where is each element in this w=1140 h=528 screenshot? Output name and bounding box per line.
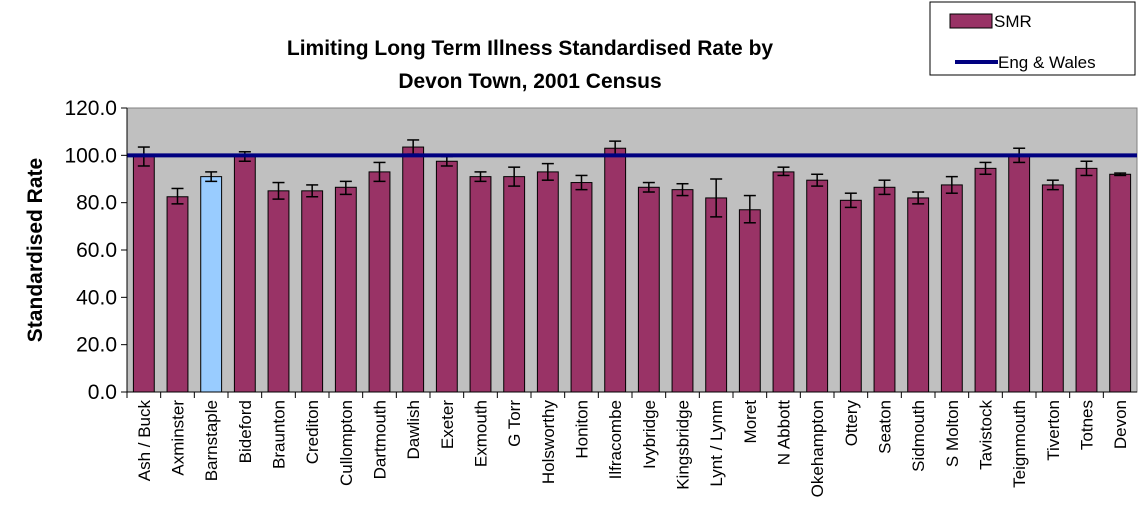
x-tick-label: N Abbott xyxy=(775,400,794,465)
y-tick-label: 100.0 xyxy=(64,144,117,167)
bar xyxy=(200,176,223,393)
x-tick-label: Tiverton xyxy=(1044,400,1063,461)
bar xyxy=(469,176,492,393)
bar xyxy=(368,171,391,393)
bar xyxy=(873,186,896,393)
bar xyxy=(267,190,290,393)
x-tick-label: Seaton xyxy=(876,400,895,454)
x-tick-label: Crediton xyxy=(303,400,322,464)
x-tick-label: Teignmouth xyxy=(1010,400,1029,488)
bar xyxy=(1008,154,1031,393)
y-axis-label: Standardised Rate xyxy=(24,158,47,342)
x-tick-label: Exmouth xyxy=(472,400,491,467)
y-tick-label: 80.0 xyxy=(76,192,117,215)
chart-title-line2: Devon Town, 2001 Census xyxy=(398,70,661,93)
bar xyxy=(974,167,997,393)
x-tick-label: Totnes xyxy=(1078,400,1097,450)
x-tick-label: Braunton xyxy=(270,400,289,469)
y-axis: 0.0 20.0 40.0 60.0 80.0 100.0 120.0 xyxy=(64,97,127,404)
x-tick-label: Sidmouth xyxy=(909,400,928,472)
x-tick-label: Ilfracombe xyxy=(606,400,625,479)
y-tick-label: 120.0 xyxy=(64,97,117,120)
x-tick-label: Ash / Buck xyxy=(135,400,154,482)
bar xyxy=(334,186,357,393)
x-tick-label: Exeter xyxy=(438,400,457,449)
x-tick-label: Bideford xyxy=(236,400,255,463)
error-bars xyxy=(137,139,1127,224)
bar xyxy=(1109,173,1132,393)
x-tick-label: Axminster xyxy=(169,400,188,476)
bar xyxy=(132,156,155,393)
bar xyxy=(806,179,829,393)
legend: SMR Eng & Wales xyxy=(929,1,1136,76)
bars xyxy=(132,146,1132,393)
x-axis: Ash / Buck Axminster Barnstaple Bideford Bra… xyxy=(126,392,1130,497)
y-tick-label: 0.0 xyxy=(88,381,117,404)
y-tick-label: 60.0 xyxy=(76,239,117,262)
bar xyxy=(233,156,256,393)
bar xyxy=(1075,167,1098,393)
bar xyxy=(940,184,963,393)
bar xyxy=(301,190,324,393)
x-tick-label: Kingsbridge xyxy=(674,400,693,490)
bar xyxy=(1041,184,1064,393)
bar xyxy=(907,197,930,393)
x-tick-label: Devon xyxy=(1111,400,1130,449)
legend-label-eng-wales: Eng & Wales xyxy=(998,53,1096,72)
bar xyxy=(637,186,660,393)
x-tick-label: Holsworthy xyxy=(539,400,558,485)
x-tick-label: Cullompton xyxy=(337,400,356,486)
x-tick-label: Honiton xyxy=(573,400,592,459)
x-tick-label: Dartmouth xyxy=(371,400,390,479)
x-tick-label: Barnstaple xyxy=(202,400,221,481)
bar xyxy=(839,199,862,393)
x-tick-label: Okehampton xyxy=(808,400,827,497)
x-tick-label: G Torr xyxy=(505,400,524,447)
bar xyxy=(738,209,761,393)
chart-title-line1: Limiting Long Term Illness Standardised … xyxy=(287,37,774,60)
x-tick-label: Dawlish xyxy=(404,400,423,460)
x-tick-label: Ivybridge xyxy=(640,400,659,469)
legend-swatch-smr xyxy=(949,13,993,29)
bar xyxy=(604,147,627,393)
x-tick-label: Lynt / Lynm xyxy=(707,400,726,487)
x-tick-label: Moret xyxy=(741,400,760,444)
bar xyxy=(570,182,593,393)
y-tick-label: 40.0 xyxy=(76,286,117,309)
x-tick-label: S Molton xyxy=(943,400,962,467)
y-tick-label: 20.0 xyxy=(76,334,117,357)
bar xyxy=(402,146,425,393)
bar xyxy=(772,171,795,393)
bar xyxy=(671,189,694,393)
bar xyxy=(705,197,728,393)
legend-label-smr: SMR xyxy=(994,12,1032,31)
bar xyxy=(435,160,458,393)
bar xyxy=(503,176,526,393)
x-tick-label: Ottery xyxy=(842,400,861,447)
bar xyxy=(536,171,559,393)
x-tick-label: Tavistock xyxy=(977,400,996,470)
bar xyxy=(166,196,189,393)
